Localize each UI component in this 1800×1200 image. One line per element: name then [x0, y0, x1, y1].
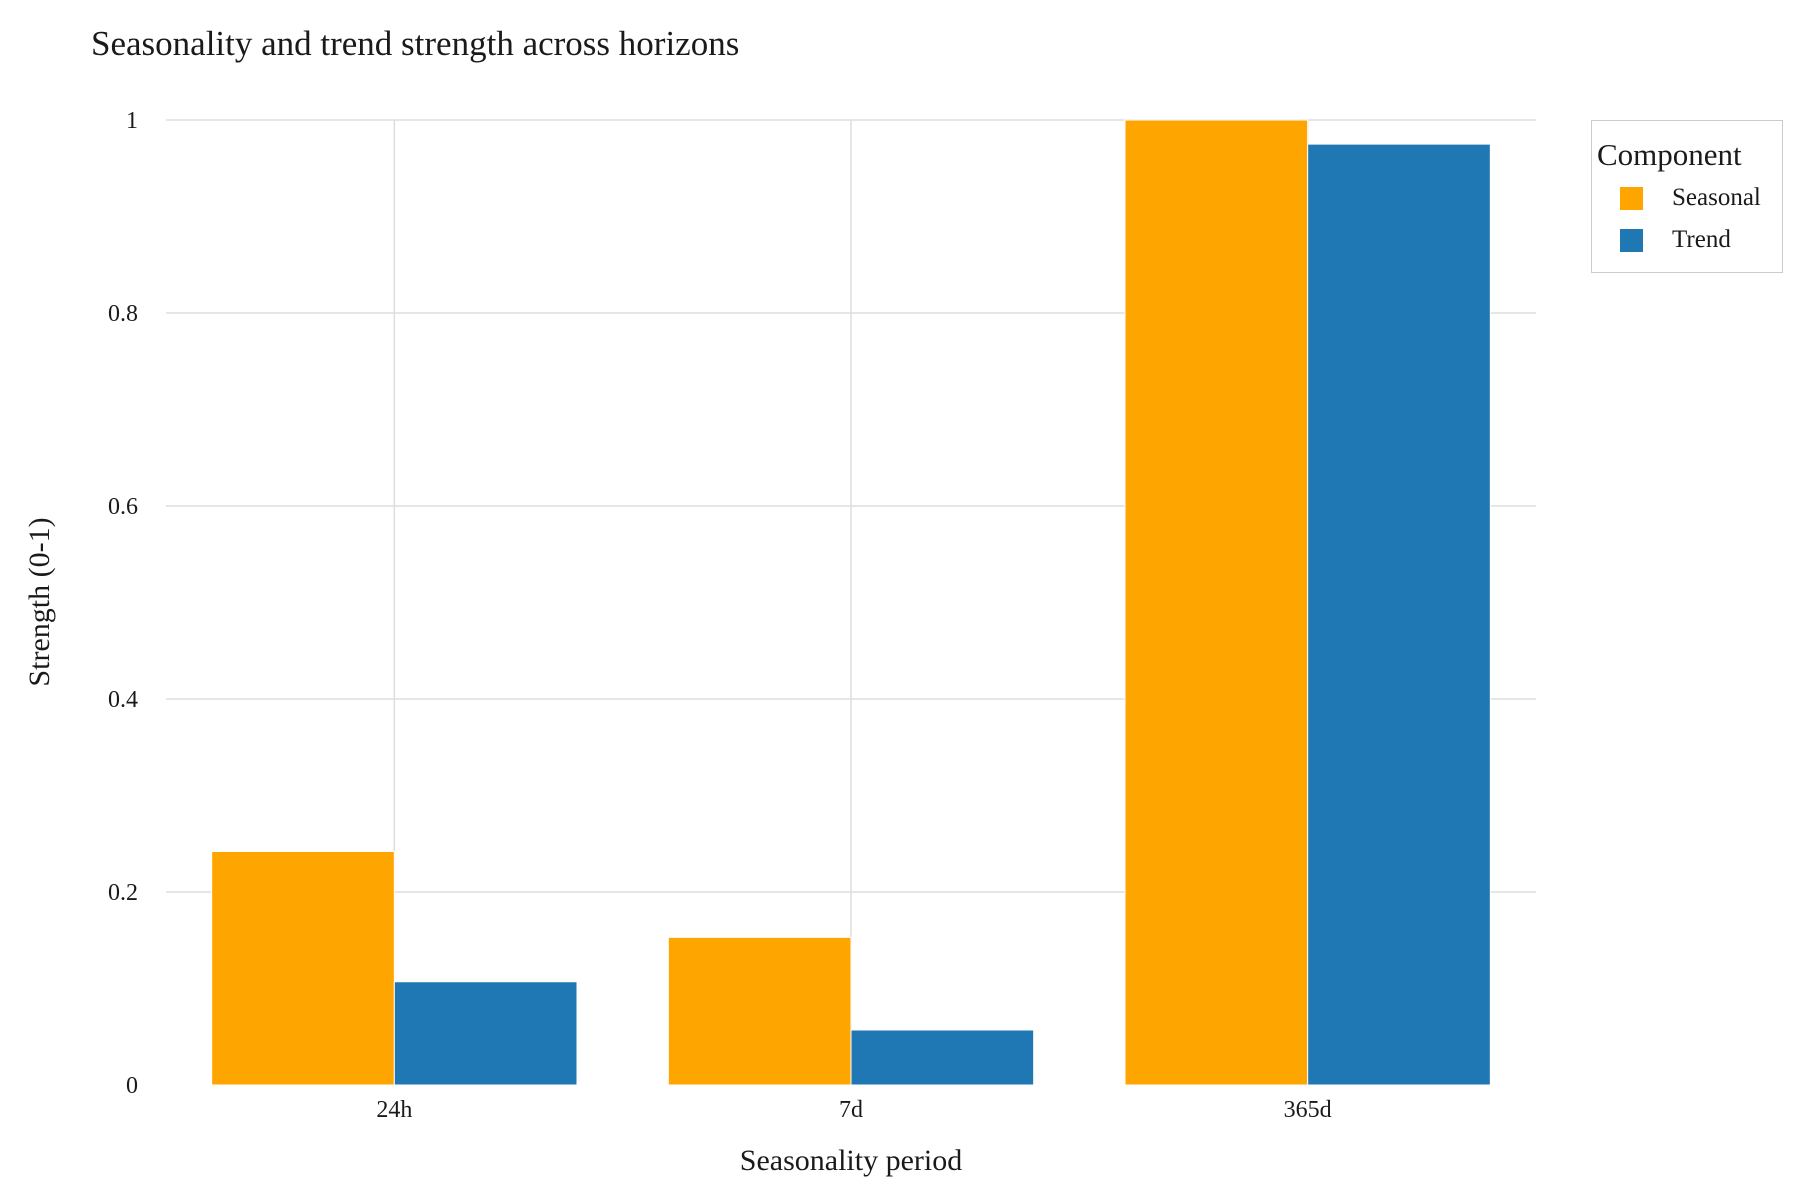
chart-title: Seasonality and trend strength across ho…	[91, 24, 740, 63]
y-tick-label: 0.8	[108, 301, 138, 327]
bars	[211, 119, 1491, 1086]
bar-trend-7d[interactable]	[850, 1029, 1035, 1086]
x-tick-label: 365d	[1284, 1097, 1332, 1123]
x-tick-label: 24h	[376, 1097, 412, 1123]
bar-seasonal-24h[interactable]	[211, 850, 395, 1086]
legend-item-trend[interactable]: Trend	[1620, 225, 1731, 255]
tick-labels: 0 0.2 0.4 0.6 0.8 1 24h 7d 365d	[108, 108, 1332, 1123]
legend-swatch-trend	[1620, 228, 1643, 252]
y-axis-title: Strength (0-1)	[23, 517, 56, 687]
y-tick-label: 0.2	[108, 880, 138, 906]
legend: Component Seasonal Trend	[1591, 120, 1783, 273]
bar-trend-365d[interactable]	[1307, 143, 1491, 1086]
y-tick-label: 0.6	[108, 494, 138, 520]
y-tick-label: 0.4	[108, 687, 138, 713]
legend-label-trend: Trend	[1672, 226, 1731, 253]
y-tick-label: 1	[126, 108, 138, 134]
legend-label-seasonal: Seasonal	[1672, 184, 1761, 211]
legend-item-seasonal[interactable]: Seasonal	[1620, 183, 1761, 213]
bar-seasonal-365d[interactable]	[1124, 119, 1309, 1086]
y-tick-label: 0	[126, 1073, 138, 1099]
legend-title: Component	[1597, 137, 1742, 172]
x-axis-title: Seasonality period	[739, 1144, 963, 1177]
bar-trend-24h[interactable]	[393, 981, 578, 1086]
bar-seasonal-7d[interactable]	[667, 936, 852, 1086]
legend-swatch-seasonal	[1620, 186, 1643, 210]
x-tick-label: 7d	[839, 1097, 863, 1123]
